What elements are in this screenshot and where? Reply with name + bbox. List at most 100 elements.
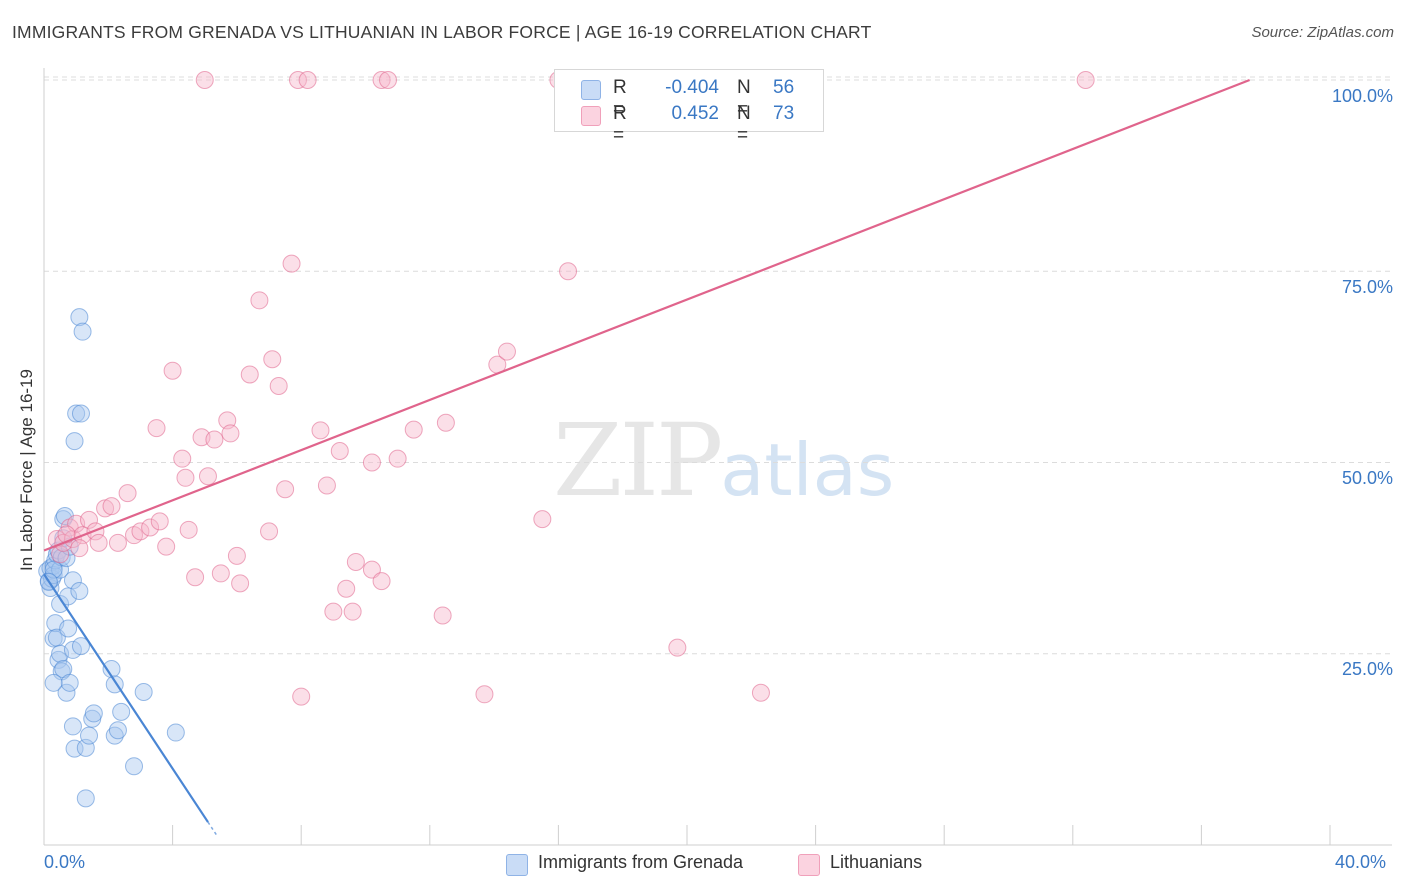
grenada-point <box>63 717 82 736</box>
lithuanian-point <box>343 602 362 621</box>
lithuanian-point <box>276 480 295 499</box>
grenada-point <box>57 683 76 702</box>
y-tick-label-75: 75.0% <box>1341 277 1393 297</box>
source-label[interactable]: Source: ZipAtlas.com <box>1251 24 1394 41</box>
lithuanian-point <box>102 497 121 516</box>
lithuanian-point <box>157 537 176 556</box>
lithuanian-point <box>186 568 205 587</box>
grenada-point <box>112 702 131 721</box>
lithuanian-point <box>362 453 381 472</box>
lithuanian-point <box>436 413 455 432</box>
grenada-point <box>70 308 89 327</box>
lithuanian-point <box>372 572 391 591</box>
grenada-point <box>71 404 90 423</box>
lithuanian-point <box>559 262 578 281</box>
lithuanian-point <box>118 484 137 503</box>
lithuanian-point <box>317 476 336 495</box>
grenada-point <box>80 726 99 745</box>
lithuanian-point <box>141 518 160 537</box>
lithuanian-point <box>379 71 398 89</box>
grenada-point <box>105 726 124 745</box>
lithuanian-point <box>227 546 246 565</box>
lithuanian-point <box>324 602 343 621</box>
lithuanian-point <box>70 539 89 558</box>
legend-swatch-grenada <box>581 80 601 100</box>
lithuanian-point <box>1076 71 1095 89</box>
lithuanian-point <box>372 71 391 89</box>
lithuanian-point <box>173 449 192 468</box>
bottom-legend-label: Lithuanians <box>830 852 923 872</box>
axes <box>43 68 1392 846</box>
lithuanian-point <box>388 449 407 468</box>
lithuanian-point <box>80 510 99 529</box>
lithuanian-point <box>205 430 224 449</box>
legend-r-label: R = <box>613 103 627 146</box>
lithuanian-point <box>404 420 423 439</box>
lithuanian-point <box>211 564 230 583</box>
correlation-legend: R = -0.404 N = 56 R = 0.452 N = 73 <box>554 69 824 146</box>
lithuanian-point <box>288 71 307 89</box>
lithuanian-point <box>195 71 214 89</box>
grenada-point <box>70 582 89 601</box>
y-tick-label-25: 25.0% <box>1341 659 1393 679</box>
watermark-atlas: atlas <box>720 428 895 512</box>
grenada-point <box>125 757 144 776</box>
lithuanian-point <box>176 468 195 487</box>
grenada-point <box>67 404 86 423</box>
legend-swatch-lithuanians <box>581 106 601 126</box>
grenada-point <box>44 673 63 692</box>
lithuanian-point <box>330 442 349 461</box>
lithuanian-point <box>150 512 169 531</box>
watermark: ZIPatlas <box>553 402 894 519</box>
lithuanian-point <box>221 424 240 443</box>
lithuanian-point <box>533 510 552 529</box>
lithuanian-point <box>475 685 494 704</box>
lithuanian-point <box>311 421 330 440</box>
trend-lines <box>43 78 1251 838</box>
lithuanian-point <box>497 342 516 361</box>
lithuanian-point <box>337 579 356 598</box>
grenada-point <box>49 650 68 669</box>
lithuanian-point <box>89 533 108 552</box>
lithuanian-point <box>57 525 76 544</box>
lithuanian-point <box>282 254 301 273</box>
legend-r-value: -0.404 <box>665 77 719 98</box>
y-tick-label-50: 50.0% <box>1341 468 1393 488</box>
bottom-legend-label: Immigrants from Grenada <box>538 852 744 872</box>
chart-title: IMMIGRANTS FROM GRENADA VS LITHUANIAN IN… <box>12 22 872 42</box>
legend-n-label: N = <box>737 77 751 120</box>
watermark-zip: ZIP <box>553 402 723 519</box>
lithuanian-point <box>163 361 182 380</box>
legend-r-value: 0.452 <box>671 103 719 124</box>
bottom-legend-swatch-grenada <box>506 854 528 876</box>
lithuanian-trend-line <box>43 78 1251 552</box>
lithuanian-point <box>269 377 288 395</box>
x-tick-label-max: 40.0% <box>1335 852 1387 872</box>
lithuanian-point <box>51 545 70 564</box>
lithuanian-point <box>362 560 381 579</box>
lithuanian-point <box>751 683 770 702</box>
gridlines <box>44 76 1392 655</box>
grenada-trend-extension <box>207 821 219 838</box>
legend-n-value: 56 <box>773 77 795 98</box>
grenada-trend-line <box>43 573 209 823</box>
lithuanian-point <box>108 533 127 552</box>
y-axis-label: In Labor Force | Age 16-19 <box>17 369 36 571</box>
lithuanian-point <box>147 419 166 438</box>
grenada-point <box>65 432 84 451</box>
grenada-point <box>84 704 103 723</box>
data-points <box>38 71 1095 808</box>
y-tick-label-100: 100.0% <box>1331 86 1393 106</box>
legend-n-label: N = <box>737 103 751 146</box>
lithuanian-point <box>240 365 259 384</box>
lithuanian-point <box>346 552 365 571</box>
bottom-legend-swatch-lithuanians <box>798 854 820 876</box>
legend-r-label: R = <box>613 77 627 120</box>
lithuanian-point <box>292 687 311 706</box>
lithuanian-point <box>260 522 279 541</box>
lithuanian-point <box>250 291 269 310</box>
legend-n-value: 73 <box>773 103 795 124</box>
grenada-point <box>73 322 92 341</box>
lithuanian-point <box>198 467 217 486</box>
